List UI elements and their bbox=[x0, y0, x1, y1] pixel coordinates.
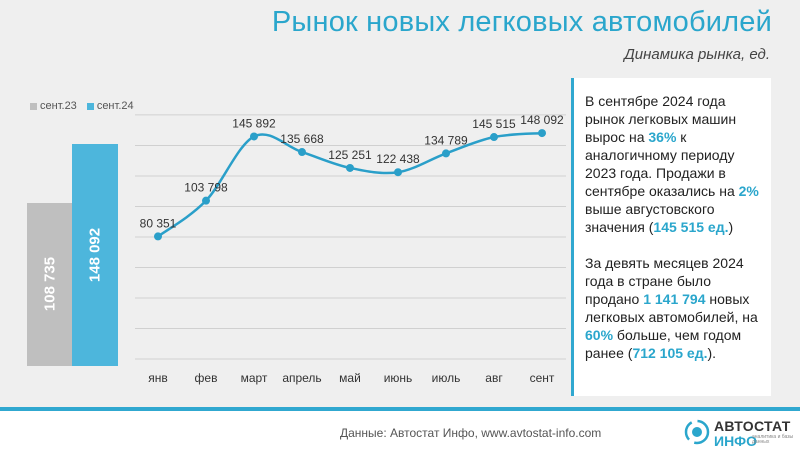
legend-label: сент.24 bbox=[96, 100, 134, 112]
bar-legend: сент.23 сент.24 bbox=[30, 100, 134, 112]
chart-subtitle: Динамика рынка, ед. bbox=[624, 46, 770, 63]
page-title: Рынок новых легковых автомобилей bbox=[271, 6, 772, 38]
data-point bbox=[298, 148, 306, 157]
footer-divider bbox=[0, 407, 800, 411]
x-tick-label: март bbox=[241, 371, 268, 385]
data-label: 145 515 bbox=[472, 117, 516, 131]
bar-sep23: 108 735 bbox=[27, 202, 73, 366]
data-label: 134 789 bbox=[424, 133, 468, 147]
data-label: 135 668 bbox=[280, 132, 324, 146]
commentary-paragraph-1: В сентябре 2024 года рынок легковых маши… bbox=[585, 92, 763, 236]
data-point bbox=[250, 132, 258, 141]
logo-text: АВТОСТАТ bbox=[714, 418, 791, 434]
footer bbox=[0, 411, 800, 452]
highlight-value: 712 105 ед. bbox=[632, 345, 708, 361]
commentary-text: В сентябре 2024 года рынок легковых маши… bbox=[585, 93, 737, 145]
commentary-text: к аналогичному периоду 2023 года. Продаж… bbox=[585, 129, 739, 199]
x-tick-label: апрель bbox=[282, 371, 321, 385]
commentary-paragraph-2: За девять месяцев 2024 года в стране был… bbox=[585, 254, 763, 362]
data-point bbox=[202, 196, 210, 205]
data-label: 125 251 bbox=[328, 148, 372, 162]
highlight-value: 36% bbox=[648, 129, 677, 145]
commentary-text: новых легковых автомобилей, на bbox=[585, 291, 758, 325]
commentary-text: За девять месяцев 2024 года в стране был… bbox=[585, 255, 744, 307]
x-tick-label: авг bbox=[485, 371, 503, 385]
data-label: 145 892 bbox=[232, 116, 276, 130]
highlight-value: 1 141 794 bbox=[643, 291, 706, 307]
data-label: 80 351 bbox=[140, 216, 177, 230]
logo-text: ИНФО bbox=[714, 433, 758, 449]
data-point bbox=[442, 149, 450, 158]
data-point bbox=[154, 232, 162, 241]
x-tick-label: май bbox=[339, 371, 361, 385]
commentary-text: ). bbox=[707, 345, 717, 361]
commentary-text: ) bbox=[728, 219, 734, 235]
bar-sep24: 148 092 bbox=[72, 144, 118, 366]
legend-item-sep24: сент.24 bbox=[86, 100, 134, 112]
legend-item-sep23: сент.23 bbox=[30, 100, 77, 112]
legend-swatch bbox=[86, 102, 94, 110]
legend-swatch bbox=[30, 102, 37, 110]
logo-mark-icon bbox=[684, 419, 710, 445]
data-point bbox=[394, 168, 402, 177]
legend-label: сент.23 bbox=[40, 100, 77, 112]
commentary-panel: В сентябре 2024 года рынок легковых маши… bbox=[571, 78, 771, 396]
data-label: 122 438 bbox=[376, 152, 420, 166]
x-tick-label: фев bbox=[195, 371, 218, 385]
highlight-value: 60% bbox=[585, 327, 614, 343]
data-label: 148 092 bbox=[520, 113, 564, 127]
avtostat-logo: АВТОСТАТ ИНФО аналитика и базы данных bbox=[684, 416, 794, 450]
highlight-value: 145 515 ед. bbox=[653, 219, 729, 235]
x-tick-label: сент bbox=[530, 371, 555, 385]
x-tick-label: июль bbox=[432, 371, 461, 385]
logo-tagline: аналитика и базы данных bbox=[752, 434, 794, 445]
data-source: Данные: Автостат Инфо, www.avtostat-info… bbox=[340, 426, 602, 440]
data-point bbox=[538, 129, 546, 138]
data-point bbox=[346, 163, 354, 172]
data-point bbox=[490, 133, 498, 142]
x-tick-label: июнь bbox=[384, 371, 413, 385]
commentary-text: выше августовского значения ( bbox=[585, 201, 715, 235]
data-label: 103 798 bbox=[184, 181, 228, 195]
highlight-value: 2% bbox=[738, 183, 759, 199]
x-tick-label: янв bbox=[148, 371, 168, 385]
commentary-text: больше, чем годом ранее ( bbox=[585, 327, 742, 361]
